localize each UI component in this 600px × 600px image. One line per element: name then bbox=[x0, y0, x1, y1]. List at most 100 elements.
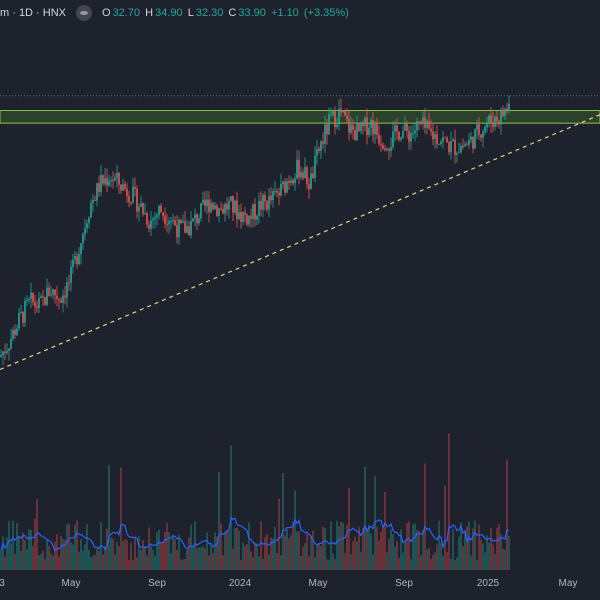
candle-body bbox=[240, 212, 242, 222]
volume-bar bbox=[206, 532, 208, 570]
candle-body bbox=[508, 103, 510, 111]
volume-bar bbox=[260, 521, 262, 570]
candle-body bbox=[374, 123, 376, 135]
candle-body bbox=[476, 124, 478, 130]
volume-bar bbox=[142, 540, 144, 570]
candle-body bbox=[492, 122, 494, 127]
volume-bar bbox=[460, 522, 462, 570]
volume-bar bbox=[500, 534, 502, 570]
candle-body bbox=[224, 204, 226, 214]
candle-body bbox=[298, 159, 300, 178]
candle-body bbox=[76, 256, 78, 264]
candle-body bbox=[24, 300, 26, 323]
candle-body bbox=[284, 181, 286, 193]
candle-body bbox=[48, 287, 50, 296]
candle-body bbox=[282, 181, 284, 184]
volume-bar bbox=[276, 553, 278, 570]
volume-bar bbox=[60, 535, 62, 570]
candle-body bbox=[436, 134, 438, 144]
eye-icon[interactable] bbox=[76, 5, 92, 21]
candle-body bbox=[420, 121, 422, 124]
ohlc-readout: O 32.70 H 34.90 L 32.30 C 33.90 +1.10 (+3.35… bbox=[102, 7, 351, 19]
candle-body bbox=[160, 205, 162, 213]
candle-body bbox=[364, 117, 366, 127]
volume-bar bbox=[268, 554, 270, 570]
candle-body bbox=[414, 130, 416, 134]
candle-body bbox=[328, 114, 330, 135]
resistance-zone bbox=[0, 110, 600, 124]
candle-body bbox=[266, 201, 268, 210]
volume-bar bbox=[138, 536, 140, 570]
candle-body bbox=[330, 114, 332, 116]
volume-bar bbox=[390, 529, 392, 570]
candle-body bbox=[322, 141, 324, 144]
candle-body bbox=[84, 228, 86, 235]
volume-bar bbox=[502, 548, 504, 570]
volume-bar bbox=[472, 528, 474, 570]
volume-bar bbox=[434, 552, 436, 570]
candle-body bbox=[182, 221, 184, 223]
volume-bar bbox=[430, 559, 432, 570]
candle-body bbox=[12, 330, 14, 340]
volume-bar bbox=[30, 530, 32, 570]
volume-bar bbox=[328, 559, 330, 570]
volume-bar bbox=[312, 530, 314, 570]
candle-body bbox=[294, 178, 296, 184]
volume-bar bbox=[258, 556, 260, 570]
volume-bar bbox=[274, 527, 276, 570]
volume-bar bbox=[484, 552, 486, 570]
candle-body bbox=[302, 172, 304, 179]
candle-body bbox=[346, 115, 348, 120]
candle-body bbox=[112, 180, 114, 182]
candle-body bbox=[232, 196, 234, 213]
volume-bar bbox=[334, 559, 336, 570]
volume-bar bbox=[228, 530, 230, 570]
volume-bar bbox=[176, 550, 178, 570]
volume-bar bbox=[202, 546, 204, 570]
volume-bar bbox=[114, 554, 116, 570]
volume-bar bbox=[362, 527, 364, 570]
candle-body bbox=[464, 144, 466, 147]
volume-bar bbox=[168, 532, 170, 570]
candle-body bbox=[304, 167, 306, 179]
candle-body bbox=[152, 219, 154, 221]
volume-bar bbox=[140, 550, 142, 570]
volume-bar bbox=[238, 530, 240, 570]
candle-body bbox=[180, 219, 182, 223]
candle-body bbox=[256, 216, 258, 220]
volume-bar bbox=[404, 540, 406, 570]
x-axis-label: Sep bbox=[148, 578, 166, 589]
candle-body bbox=[410, 133, 412, 142]
candle-body bbox=[20, 311, 22, 313]
symbol-title[interactable]: m · 1D · HNX bbox=[0, 7, 66, 19]
candle-body bbox=[74, 256, 76, 260]
volume-bar bbox=[48, 545, 50, 570]
volume-bar bbox=[22, 532, 24, 570]
volume-bar bbox=[316, 544, 318, 570]
candle-body bbox=[452, 139, 454, 142]
candle-body bbox=[244, 212, 246, 215]
volume-bar bbox=[236, 527, 238, 570]
volume-bar bbox=[446, 551, 448, 570]
volume-bar bbox=[432, 554, 434, 570]
candle-body bbox=[134, 186, 136, 189]
volume-bar bbox=[420, 555, 422, 570]
candle-body bbox=[442, 137, 444, 142]
candle-body bbox=[340, 108, 342, 113]
volume-bar bbox=[416, 530, 418, 570]
volume-bar bbox=[462, 546, 464, 570]
volume-bar bbox=[36, 499, 38, 570]
candle-body bbox=[188, 226, 190, 236]
candle-body bbox=[470, 136, 472, 140]
candle-body bbox=[258, 200, 260, 217]
candle-body bbox=[200, 202, 202, 219]
volume-bar bbox=[194, 521, 196, 570]
volume-bar bbox=[166, 522, 168, 570]
x-axis-label: Sep bbox=[395, 578, 413, 589]
volume-bar bbox=[130, 542, 132, 570]
volume-bar bbox=[482, 543, 484, 570]
candle-body bbox=[388, 149, 390, 151]
volume-bar bbox=[182, 559, 184, 570]
